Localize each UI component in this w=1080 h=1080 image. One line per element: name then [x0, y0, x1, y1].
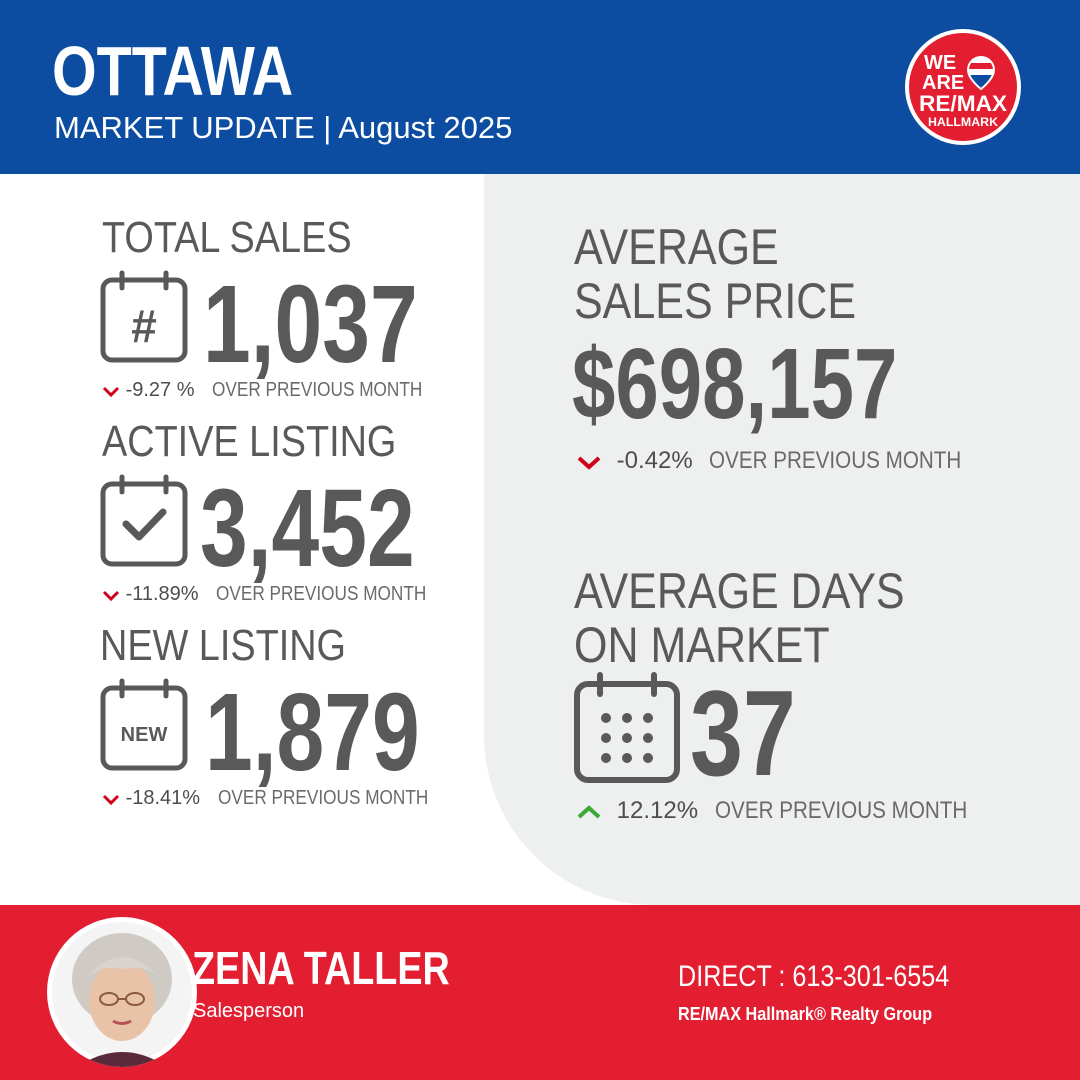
avg-days-value: 37 — [690, 665, 796, 801]
active-listing-change-pct: -11.89% — [125, 583, 199, 605]
new-listing-value: 1,879 — [205, 671, 420, 794]
avg-price-change-pct: -0.42% — [616, 447, 693, 474]
total-sales-change: -9.27 % OVER PREVIOUS MONTH — [102, 380, 457, 400]
up-arrow-icon — [577, 804, 601, 819]
new-listing-label: NEW LISTING — [100, 621, 346, 670]
logo-text-are: ARE — [922, 72, 964, 94]
calendar-check-icon — [100, 474, 188, 567]
total-sales-label: TOTAL SALES — [102, 213, 352, 262]
agent-company: RE/MAX Hallmark® Realty Group — [678, 1004, 933, 1024]
total-sales-change-pct: -9.27 % — [125, 379, 195, 401]
right-stats-panel — [484, 174, 1080, 905]
down-arrow-icon — [102, 386, 120, 397]
agent-phone[interactable]: DIRECT : 613-301-6554 — [678, 960, 950, 993]
active-listing-label: ACTIVE LISTING — [102, 417, 397, 466]
active-listing-value: 3,452 — [200, 467, 415, 590]
agent-photo — [52, 922, 192, 1067]
avg-price-label-line1: AVERAGE — [574, 219, 779, 275]
logo-text-we: WE — [924, 52, 956, 74]
avg-price-change: -0.42% OVER PREVIOUS MONTH — [576, 449, 1003, 473]
avg-price-change-suffix: OVER PREVIOUS MONTH — [709, 447, 962, 474]
avg-price-label-line2: SALES PRICE — [574, 273, 856, 329]
calendar-grid-icon — [574, 672, 680, 783]
active-listing-change-suffix: OVER PREVIOUS MONTH — [216, 583, 427, 605]
avg-price-value: $698,157 — [572, 328, 898, 440]
balloon-icon — [966, 56, 996, 91]
header-bar: OTTAWA MARKET UPDATE | August 2025 WE AR… — [0, 0, 1080, 174]
new-listing-change-suffix: OVER PREVIOUS MONTH — [217, 787, 428, 809]
down-arrow-icon — [577, 456, 601, 470]
active-listing-change: -11.89% OVER PREVIOUS MONTH — [102, 584, 461, 604]
new-listing-change-pct: -18.41% — [125, 787, 201, 809]
calendar-hash-icon: # — [100, 270, 188, 363]
calendar-new-text: NEW — [121, 724, 168, 746]
avg-days-label-line1: AVERAGE DAYS — [574, 563, 905, 619]
down-arrow-icon — [102, 590, 120, 601]
remax-logo: WE ARE RE/MAX HALLMARK — [905, 29, 1021, 145]
avg-days-label-line2: ON MARKET — [574, 617, 830, 673]
calendar-new-icon: NEW — [100, 678, 188, 771]
agent-name: ZENA TALLER — [192, 942, 450, 994]
total-sales-change-suffix: OVER PREVIOUS MONTH — [212, 379, 423, 401]
new-listing-change: -18.41% OVER PREVIOUS MONTH — [102, 788, 462, 808]
market-update-subtitle: MARKET UPDATE | August 2025 — [54, 110, 513, 145]
agent-role: Salesperson — [193, 1000, 305, 1022]
avg-days-change: 12.12% OVER PREVIOUS MONTH — [576, 799, 1008, 823]
avg-days-change-pct: 12.12% — [616, 797, 699, 824]
svg-text:#: # — [131, 300, 157, 352]
logo-text-remax: RE/MAX — [919, 91, 1007, 116]
total-sales-value: 1,037 — [203, 263, 418, 386]
logo-text-hallmark: HALLMARK — [928, 115, 998, 129]
down-arrow-icon — [102, 794, 120, 805]
avg-days-change-suffix: OVER PREVIOUS MONTH — [714, 797, 968, 824]
city-title: OTTAWA — [52, 32, 294, 110]
avatar — [47, 917, 197, 1067]
